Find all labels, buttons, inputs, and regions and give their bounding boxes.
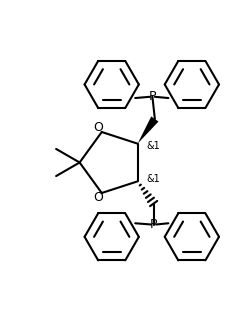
Text: &1: &1: [146, 174, 160, 184]
Text: O: O: [93, 121, 103, 134]
Polygon shape: [138, 116, 158, 144]
Text: O: O: [93, 191, 103, 204]
Text: P: P: [149, 90, 156, 103]
Text: P: P: [150, 218, 157, 231]
Text: &1: &1: [146, 141, 160, 151]
